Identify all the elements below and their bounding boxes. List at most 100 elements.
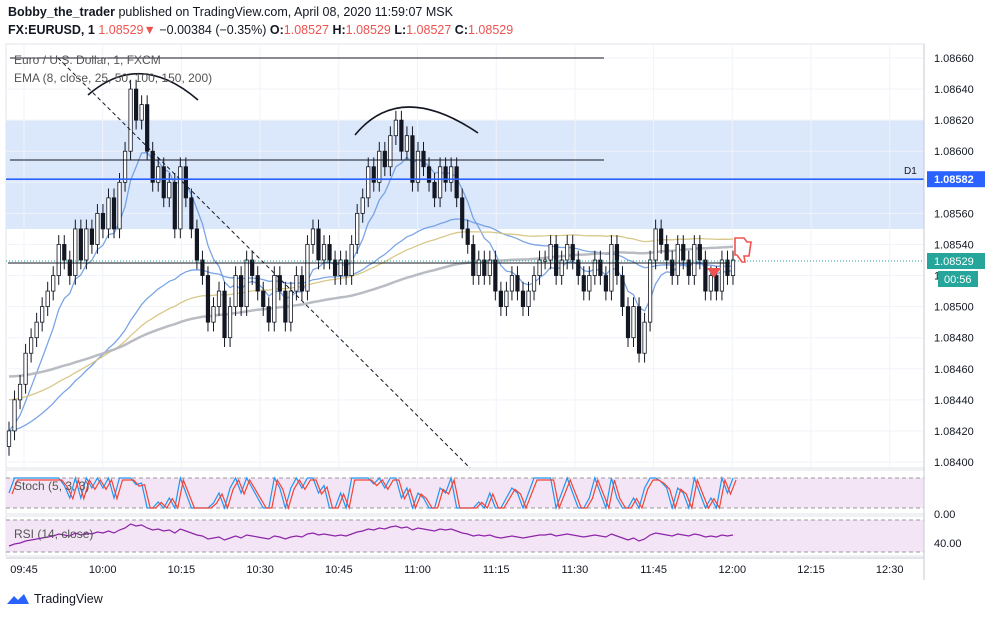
candle-up (34, 321, 39, 339)
candle-down (327, 244, 332, 261)
candle-down (344, 259, 349, 276)
candle-up (504, 290, 509, 308)
candle-up (587, 275, 592, 292)
candle-down (145, 104, 150, 152)
candle-down (172, 181, 177, 230)
thumbs-down-icon[interactable] (734, 237, 752, 263)
candle-down (222, 290, 227, 339)
ema-200-line (8, 245, 734, 378)
candle-down (67, 259, 72, 276)
rsi-line (8, 523, 734, 547)
candle-up (84, 228, 89, 261)
y-tick-label: 1.08500 (934, 302, 974, 314)
x-tick-label: 11:15 (483, 564, 510, 576)
candle-down (670, 259, 675, 276)
x-tick-label: 11:45 (640, 564, 667, 576)
candle-up (117, 181, 122, 230)
arc-left[interactable] (87, 72, 199, 101)
candle-down (498, 290, 503, 308)
candle-up (449, 166, 454, 183)
stoch-k-line (8, 475, 734, 511)
resistance-zone (6, 120, 924, 229)
grid (6, 44, 924, 556)
candle-up (360, 197, 365, 214)
arc-right[interactable] (354, 106, 479, 136)
legend-series[interactable]: Euro / U.S. Dollar, 1, FXCM (14, 53, 161, 67)
x-tick-label: 10:30 (246, 564, 274, 576)
y-tick-label: 1.08560 (934, 208, 974, 220)
last-price-tag: 1.08529 00:56 (927, 253, 985, 287)
publish-info: Bobby_the_trader published on TradingVie… (8, 5, 453, 19)
x-tick-label: 10:00 (89, 564, 117, 576)
candle-down (410, 135, 415, 183)
rsi-tick: 40.00 (934, 538, 962, 550)
candle-down (681, 244, 686, 261)
candle-down (111, 197, 117, 230)
candle-up (388, 135, 393, 168)
candle-up (227, 306, 233, 339)
candle-down (150, 150, 155, 183)
trend-line-dashed[interactable] (57, 57, 471, 469)
candle-up (355, 212, 360, 245)
y-tick-label: 1.08540 (934, 239, 974, 251)
candle-up (139, 104, 144, 121)
footer-brand[interactable]: TradingView (6, 592, 103, 606)
candle-up (437, 166, 443, 199)
stoch-lines (8, 475, 737, 511)
rsi-path (8, 523, 734, 547)
d1-label: D1 (904, 166, 917, 177)
legend-ema[interactable]: EMA (8, close, 25, 50, 100, 150, 200) (14, 71, 212, 85)
candle-down (570, 244, 575, 261)
candle-down (266, 306, 271, 323)
candle-up (244, 259, 249, 308)
candle-down (316, 228, 321, 261)
candle-down (581, 275, 586, 292)
candle-down (421, 150, 426, 168)
candles (6, 79, 736, 456)
candle-down (520, 290, 526, 308)
candle-down (399, 119, 404, 152)
candle-up (45, 290, 50, 308)
candle-up (29, 337, 34, 354)
author-name[interactable]: Bobby_the_trader (8, 5, 115, 19)
y-tick-label: 1.08420 (934, 426, 974, 438)
candle-up (675, 244, 680, 276)
last-tag-text: 1.08529 (934, 256, 974, 268)
candle-down (697, 244, 702, 261)
candle-down (725, 259, 730, 276)
candle-up (233, 275, 238, 308)
candle-down (625, 306, 631, 339)
last-tag-bg (927, 253, 985, 269)
candle-up (708, 275, 713, 292)
candle-down (261, 290, 266, 308)
candle-up (592, 259, 597, 276)
candle-up (509, 275, 515, 292)
candle-down (554, 244, 559, 276)
candle-up (40, 306, 45, 323)
price-axis[interactable]: 1.086601.086401.086201.086001.085801.085… (934, 53, 974, 469)
candle-up (393, 119, 398, 137)
candle-down (686, 259, 691, 276)
candle-down (576, 259, 581, 276)
rsi-label[interactable]: RSI (14, close) (14, 527, 93, 541)
candle-up (653, 228, 658, 261)
tradingview-logo-icon (7, 594, 29, 604)
stoch-label[interactable]: Stoch (5, 3, 3) (14, 479, 89, 493)
candle-up (305, 244, 310, 292)
candle-down (664, 244, 669, 261)
candle-down (78, 228, 83, 261)
candle-down (194, 228, 200, 261)
y-tick-label: 1.08480 (934, 333, 974, 345)
candle-up (548, 244, 553, 261)
open-value: 1.08527 (283, 23, 329, 37)
d1-tag-bg (927, 171, 985, 188)
stoch-d-line (11, 477, 737, 511)
candle-up (692, 244, 697, 276)
ema-100-line (8, 231, 734, 401)
candle-up (156, 166, 161, 183)
time-axis[interactable]: 09:45 10:00 10:15 10:30 10:45 11:00 11:15 11:30… (10, 564, 903, 576)
candle-up (128, 88, 133, 152)
candle-up (211, 306, 216, 323)
published-text: published on TradingView.com, April 08, … (118, 5, 453, 19)
